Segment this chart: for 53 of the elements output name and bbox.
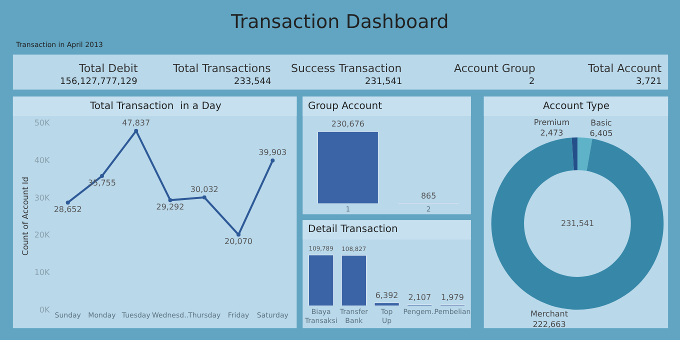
point — [100, 174, 104, 178]
text: Account Group — [454, 62, 536, 75]
text: 3,721 — [636, 77, 662, 87]
point — [168, 198, 172, 202]
data-label: 39,903 — [258, 148, 287, 158]
donut-slice — [572, 137, 578, 170]
data-label: 6,405 — [590, 128, 613, 138]
data-label: 30,032 — [190, 184, 218, 194]
text: Total Account — [587, 62, 662, 75]
text: 156,127,777,129 — [60, 77, 138, 87]
y-tick-label: 30K — [34, 193, 51, 202]
slice-label: Basic — [590, 118, 612, 128]
data-label: 865 — [420, 191, 436, 200]
slice-label: Merchant — [530, 310, 568, 319]
bar — [374, 302, 400, 306]
data-label: 230,676 — [331, 120, 365, 129]
y-axis-title: Count of Account Id — [21, 176, 30, 256]
data-label: 20,070 — [224, 237, 253, 246]
donut-slice — [491, 138, 664, 310]
point — [236, 232, 241, 237]
data-label: 47,837 — [122, 118, 150, 128]
data-label: 2,107 — [408, 292, 432, 302]
point — [202, 195, 206, 200]
text: Total Transactions — [172, 62, 272, 75]
data-label: 222,663 — [532, 320, 566, 329]
point — [134, 128, 138, 133]
data-label: 28,652 — [54, 205, 82, 214]
y-tick-label: 40K — [34, 156, 51, 165]
text: 231,541 — [365, 77, 402, 87]
chart-title: Total Transaction in a Day — [89, 101, 222, 112]
point — [66, 200, 70, 205]
bar — [341, 255, 367, 306]
y-tick-label: 0K — [39, 305, 51, 314]
text: 2 — [529, 77, 535, 87]
text: Transaction Dashboard — [230, 11, 449, 33]
text: 231,541 — [561, 219, 594, 228]
chart-title: Detail Transaction — [308, 224, 398, 235]
slice-label: Premium — [534, 118, 570, 128]
data-label: 6,392 — [375, 290, 398, 300]
text: Success Transaction — [291, 62, 402, 75]
text: 233,544 — [234, 77, 272, 87]
data-label: 2,473 — [540, 128, 564, 138]
chart-title: Group Account — [308, 101, 382, 112]
y-tick-label: 50K — [34, 118, 51, 128]
chart-title: Account Type — [543, 101, 610, 112]
donut-slice — [577, 137, 592, 171]
data-label: 1,979 — [441, 292, 464, 302]
bar — [308, 254, 334, 306]
y-tick-label: 20K — [34, 230, 51, 240]
text: Total Debit — [78, 62, 138, 75]
y-tick-label: 10K — [34, 268, 51, 278]
data-label: 29,292 — [156, 202, 184, 212]
point — [270, 158, 275, 163]
